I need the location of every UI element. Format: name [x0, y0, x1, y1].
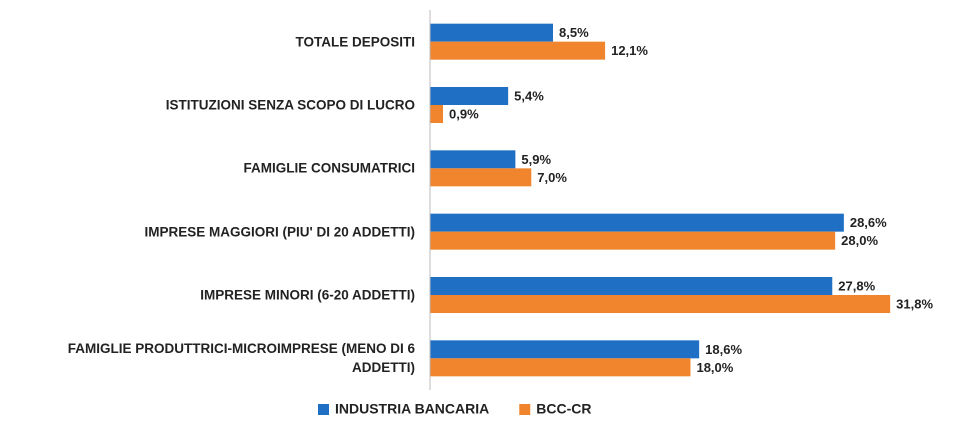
legend-label: INDUSTRIA BANCARIA	[335, 401, 489, 417]
value-label: 28,6%	[850, 215, 887, 230]
value-label: 5,4%	[514, 88, 544, 103]
bar	[430, 231, 836, 250]
value-label: 0,9%	[449, 106, 479, 121]
category-label: FAMIGLIE PRODUTTRICI-MICROIMPRESE (MENO …	[67, 341, 415, 376]
bar	[430, 105, 444, 123]
bar	[430, 87, 509, 105]
bar	[430, 213, 844, 232]
category-label: IMPRESE MAGGIORI (PIU' DI 20 ADDETTI)	[144, 224, 415, 240]
value-label: 5,9%	[521, 152, 551, 167]
category-label: FAMIGLIE CONSUMATRICI	[243, 160, 416, 176]
bar	[430, 277, 833, 295]
bar	[430, 150, 516, 169]
legend-swatch	[519, 404, 531, 415]
bar	[430, 23, 553, 42]
value-label: 28,0%	[841, 233, 878, 248]
value-label: 8,5%	[559, 25, 589, 40]
legend-swatch	[318, 404, 329, 415]
category-label: IMPRESE MINORI (6-20 ADDETTI)	[200, 287, 415, 303]
value-label: 7,0%	[537, 170, 567, 185]
value-label: 12,1%	[611, 43, 648, 58]
value-label: 18,0%	[696, 360, 733, 375]
value-label: 31,8%	[896, 296, 933, 311]
legend-label: BCC-CR	[536, 401, 591, 417]
bar	[430, 41, 606, 60]
category-label: ISTITUZIONI SENZA SCOPO DI LUCRO	[165, 97, 415, 113]
bar	[430, 358, 691, 377]
bar	[430, 340, 700, 359]
bar	[430, 168, 532, 187]
bar	[430, 295, 891, 313]
value-label: 27,8%	[838, 278, 875, 293]
value-label: 18,6%	[705, 342, 742, 357]
category-label: TOTALE DEPOSITI	[295, 34, 415, 50]
